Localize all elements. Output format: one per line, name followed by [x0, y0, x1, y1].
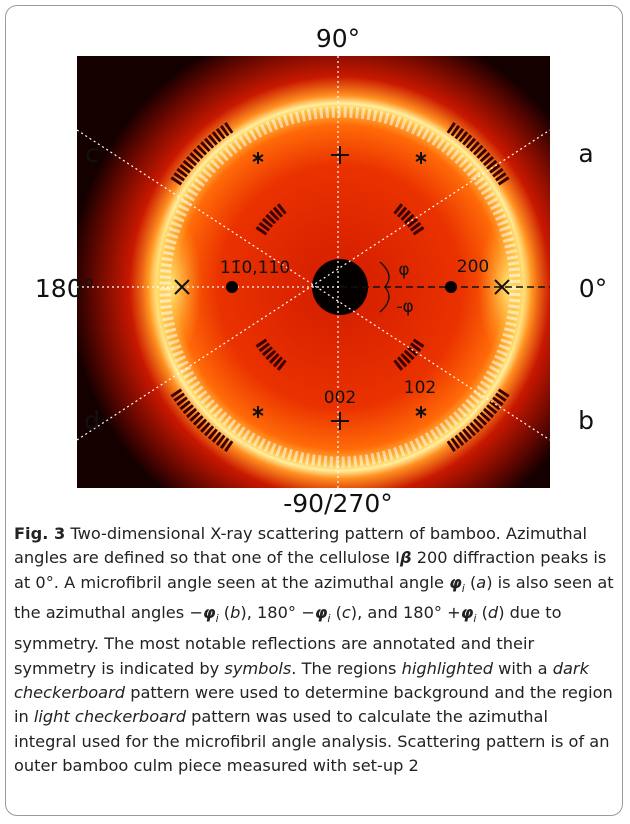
caption-text: highlighted [402, 659, 493, 678]
axis-label: 180° [35, 274, 95, 303]
caption-text: φ [449, 573, 462, 592]
scattering-figure: 90° -90/270° 180° 0° c a d b 11̄0,110 20… [0, 0, 630, 520]
caption-label: Fig. 3 [14, 524, 65, 543]
caption-text: ( [465, 573, 476, 592]
reflection-label: 002 [324, 388, 356, 408]
caption-text: light checkerboard [34, 707, 186, 726]
caption-text: ( [476, 603, 487, 622]
axis-label: 90° [316, 24, 360, 53]
caption-text: φ [203, 603, 216, 622]
caption-text: β [400, 548, 412, 567]
caption-text: ( [330, 603, 341, 622]
caption-text: ), 180° − [240, 603, 314, 622]
axis-label: -90/270° [283, 489, 392, 518]
axis-label: 0° [579, 274, 607, 303]
line-label: b [578, 406, 594, 435]
caption-text: . The regions [291, 659, 401, 678]
reflection-label: 200 [457, 257, 489, 277]
caption: Fig. 3 Two-dimensional X-ray scattering … [14, 522, 614, 779]
line-label: c [85, 139, 99, 168]
reflection-label: 102 [404, 378, 436, 398]
caption-text: d [488, 603, 498, 622]
angle-label: φ [398, 260, 409, 280]
dot-marker [445, 281, 457, 293]
page: {"figure": { "axis_labels": {"top": "90°… [0, 0, 630, 824]
caption-text: with a [493, 659, 553, 678]
angle-label: -φ [396, 297, 413, 317]
caption-text: c [342, 603, 351, 622]
caption-text: a [476, 573, 486, 592]
caption-text: ), and 180° + [351, 603, 461, 622]
caption-text: φ [461, 603, 474, 622]
caption-text: b [230, 603, 240, 622]
dot-marker [226, 281, 238, 293]
caption-text: ( [219, 603, 230, 622]
line-label: d [84, 406, 100, 435]
reflection-label: 11̄0,110 [220, 258, 290, 278]
caption-text: symbols [224, 659, 291, 678]
line-label: a [578, 139, 593, 168]
caption-text: φ [315, 603, 328, 622]
